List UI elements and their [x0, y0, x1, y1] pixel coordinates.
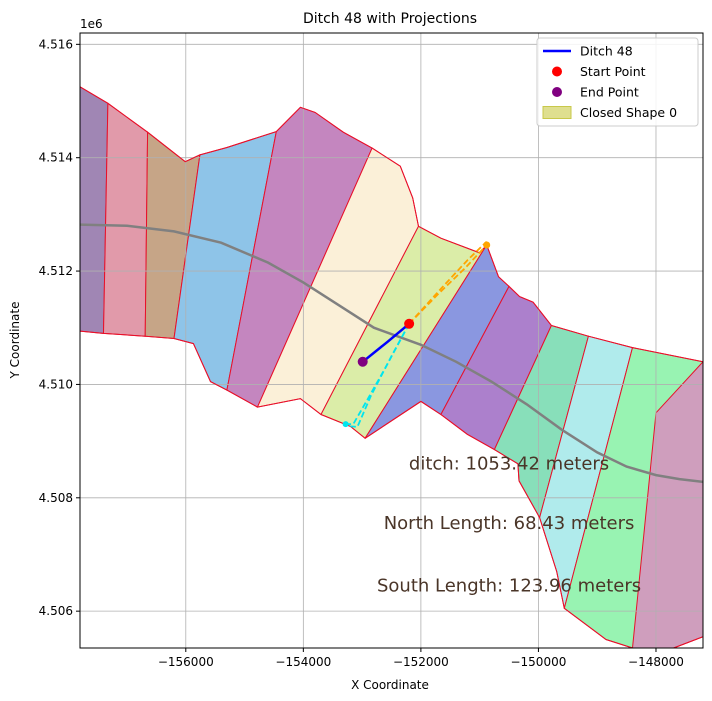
y-offset-label: 1e6: [80, 17, 103, 31]
north-projection-line-2: [408, 240, 488, 325]
legend-swatch-3: [542, 106, 572, 119]
x-tick-label-2: −152000: [393, 655, 449, 669]
y-tick-label-4: 4.514: [39, 151, 73, 165]
end-point-marker: [357, 356, 368, 367]
annotation-2: South Length: 123.96 meters: [377, 575, 641, 596]
projection-strip-12: [631, 361, 703, 648]
annotation-1: North Length: 68.43 meters: [384, 513, 635, 534]
y-tick-label-5: 4.516: [39, 37, 73, 51]
legend-label-3: Closed Shape 0: [580, 105, 677, 120]
ditch-line: [361, 322, 410, 363]
south-projection-endpoint: [342, 421, 349, 428]
x-axis: −156000 −154000 −152000 −150000 −148000: [158, 648, 684, 669]
points-layer: [342, 241, 491, 428]
legend-swatch-1: [552, 66, 562, 77]
y-tick-label-0: 4.506: [39, 604, 73, 618]
legend-items: Ditch 48 Start Point End Point Closed Shape…: [542, 44, 677, 120]
y-axis-label: Y Coordinate: [8, 302, 22, 380]
south-projection-line-2: [345, 323, 410, 426]
legend-label-0: Ditch 48: [580, 44, 633, 59]
north-projection-endpoint: [483, 241, 491, 249]
legend-label-1: Start Point: [580, 64, 646, 79]
legend-box: [536, 37, 699, 127]
y-tick-label-1: 4.508: [39, 491, 73, 505]
x-tick-label-3: −150000: [510, 655, 566, 669]
legend-label-2: End Point: [580, 85, 639, 100]
plot-area: [80, 33, 703, 648]
axes-frame: [79, 32, 704, 649]
start-point-marker: [404, 318, 415, 329]
y-tick-label-2: 4.510: [39, 377, 73, 391]
lines-layer: [80, 223, 703, 484]
outline-layer: [80, 86, 703, 648]
legend-swatch-2: [552, 87, 562, 97]
y-tick-label-3: 4.512: [39, 264, 73, 278]
closed-shape-outline: [80, 86, 703, 648]
annotations-layer: ditch: 1053.42 meters North Length: 68.43…: [377, 453, 641, 596]
x-tick-label-4: −148000: [628, 655, 684, 669]
legend: Ditch 48 Start Point End Point Closed Shape…: [536, 37, 699, 127]
south-projection-line: [350, 323, 410, 428]
x-tick-label-1: −154000: [275, 655, 331, 669]
annotation-0: ditch: 1053.42 meters: [409, 453, 609, 474]
y-axis: 4.506 4.508 4.510 4.512 4.514 4.516: [39, 37, 80, 618]
x-axis-label: X Coordinate: [351, 678, 429, 692]
x-tick-label-0: −156000: [158, 655, 214, 669]
centerline: [80, 223, 703, 484]
projection-strip-1: [102, 102, 149, 337]
grid-layer: [80, 33, 703, 648]
chart-title: Ditch 48 with Projections: [303, 11, 477, 27]
